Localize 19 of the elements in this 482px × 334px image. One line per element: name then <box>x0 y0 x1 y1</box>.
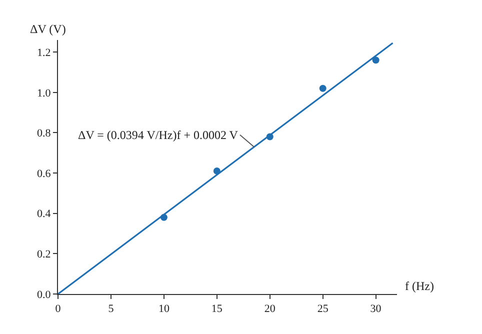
point <box>319 84 326 92</box>
y-tick-label: 0.6 <box>37 168 52 180</box>
y-tick-label: 0.0 <box>37 288 52 301</box>
x-tick-label: 30 <box>370 303 382 316</box>
y-tick-label: 1.2 <box>37 46 51 59</box>
point <box>372 56 380 64</box>
x-tick-label: 15 <box>211 303 223 316</box>
x-tick-label: 0 <box>55 303 62 316</box>
x-tick-label: 10 <box>158 303 170 316</box>
y-axis-title: ΔV (V) <box>30 22 66 36</box>
y-tick-label: 1.0 <box>37 87 52 100</box>
x-tick-label: 20 <box>264 303 276 316</box>
x-tick-label: 25 <box>317 303 329 316</box>
y-tick-label: 0.2 <box>37 248 51 261</box>
y-tick-label: 0.4 <box>37 208 52 220</box>
y-tick-label: 0.8 <box>37 128 52 140</box>
x-tick-label: 5 <box>108 303 114 316</box>
annotation: ΔV = (0.0394 V/Hz)f + 0.0002 V <box>78 128 238 142</box>
x-axis-title: f (Hz) <box>405 279 434 293</box>
